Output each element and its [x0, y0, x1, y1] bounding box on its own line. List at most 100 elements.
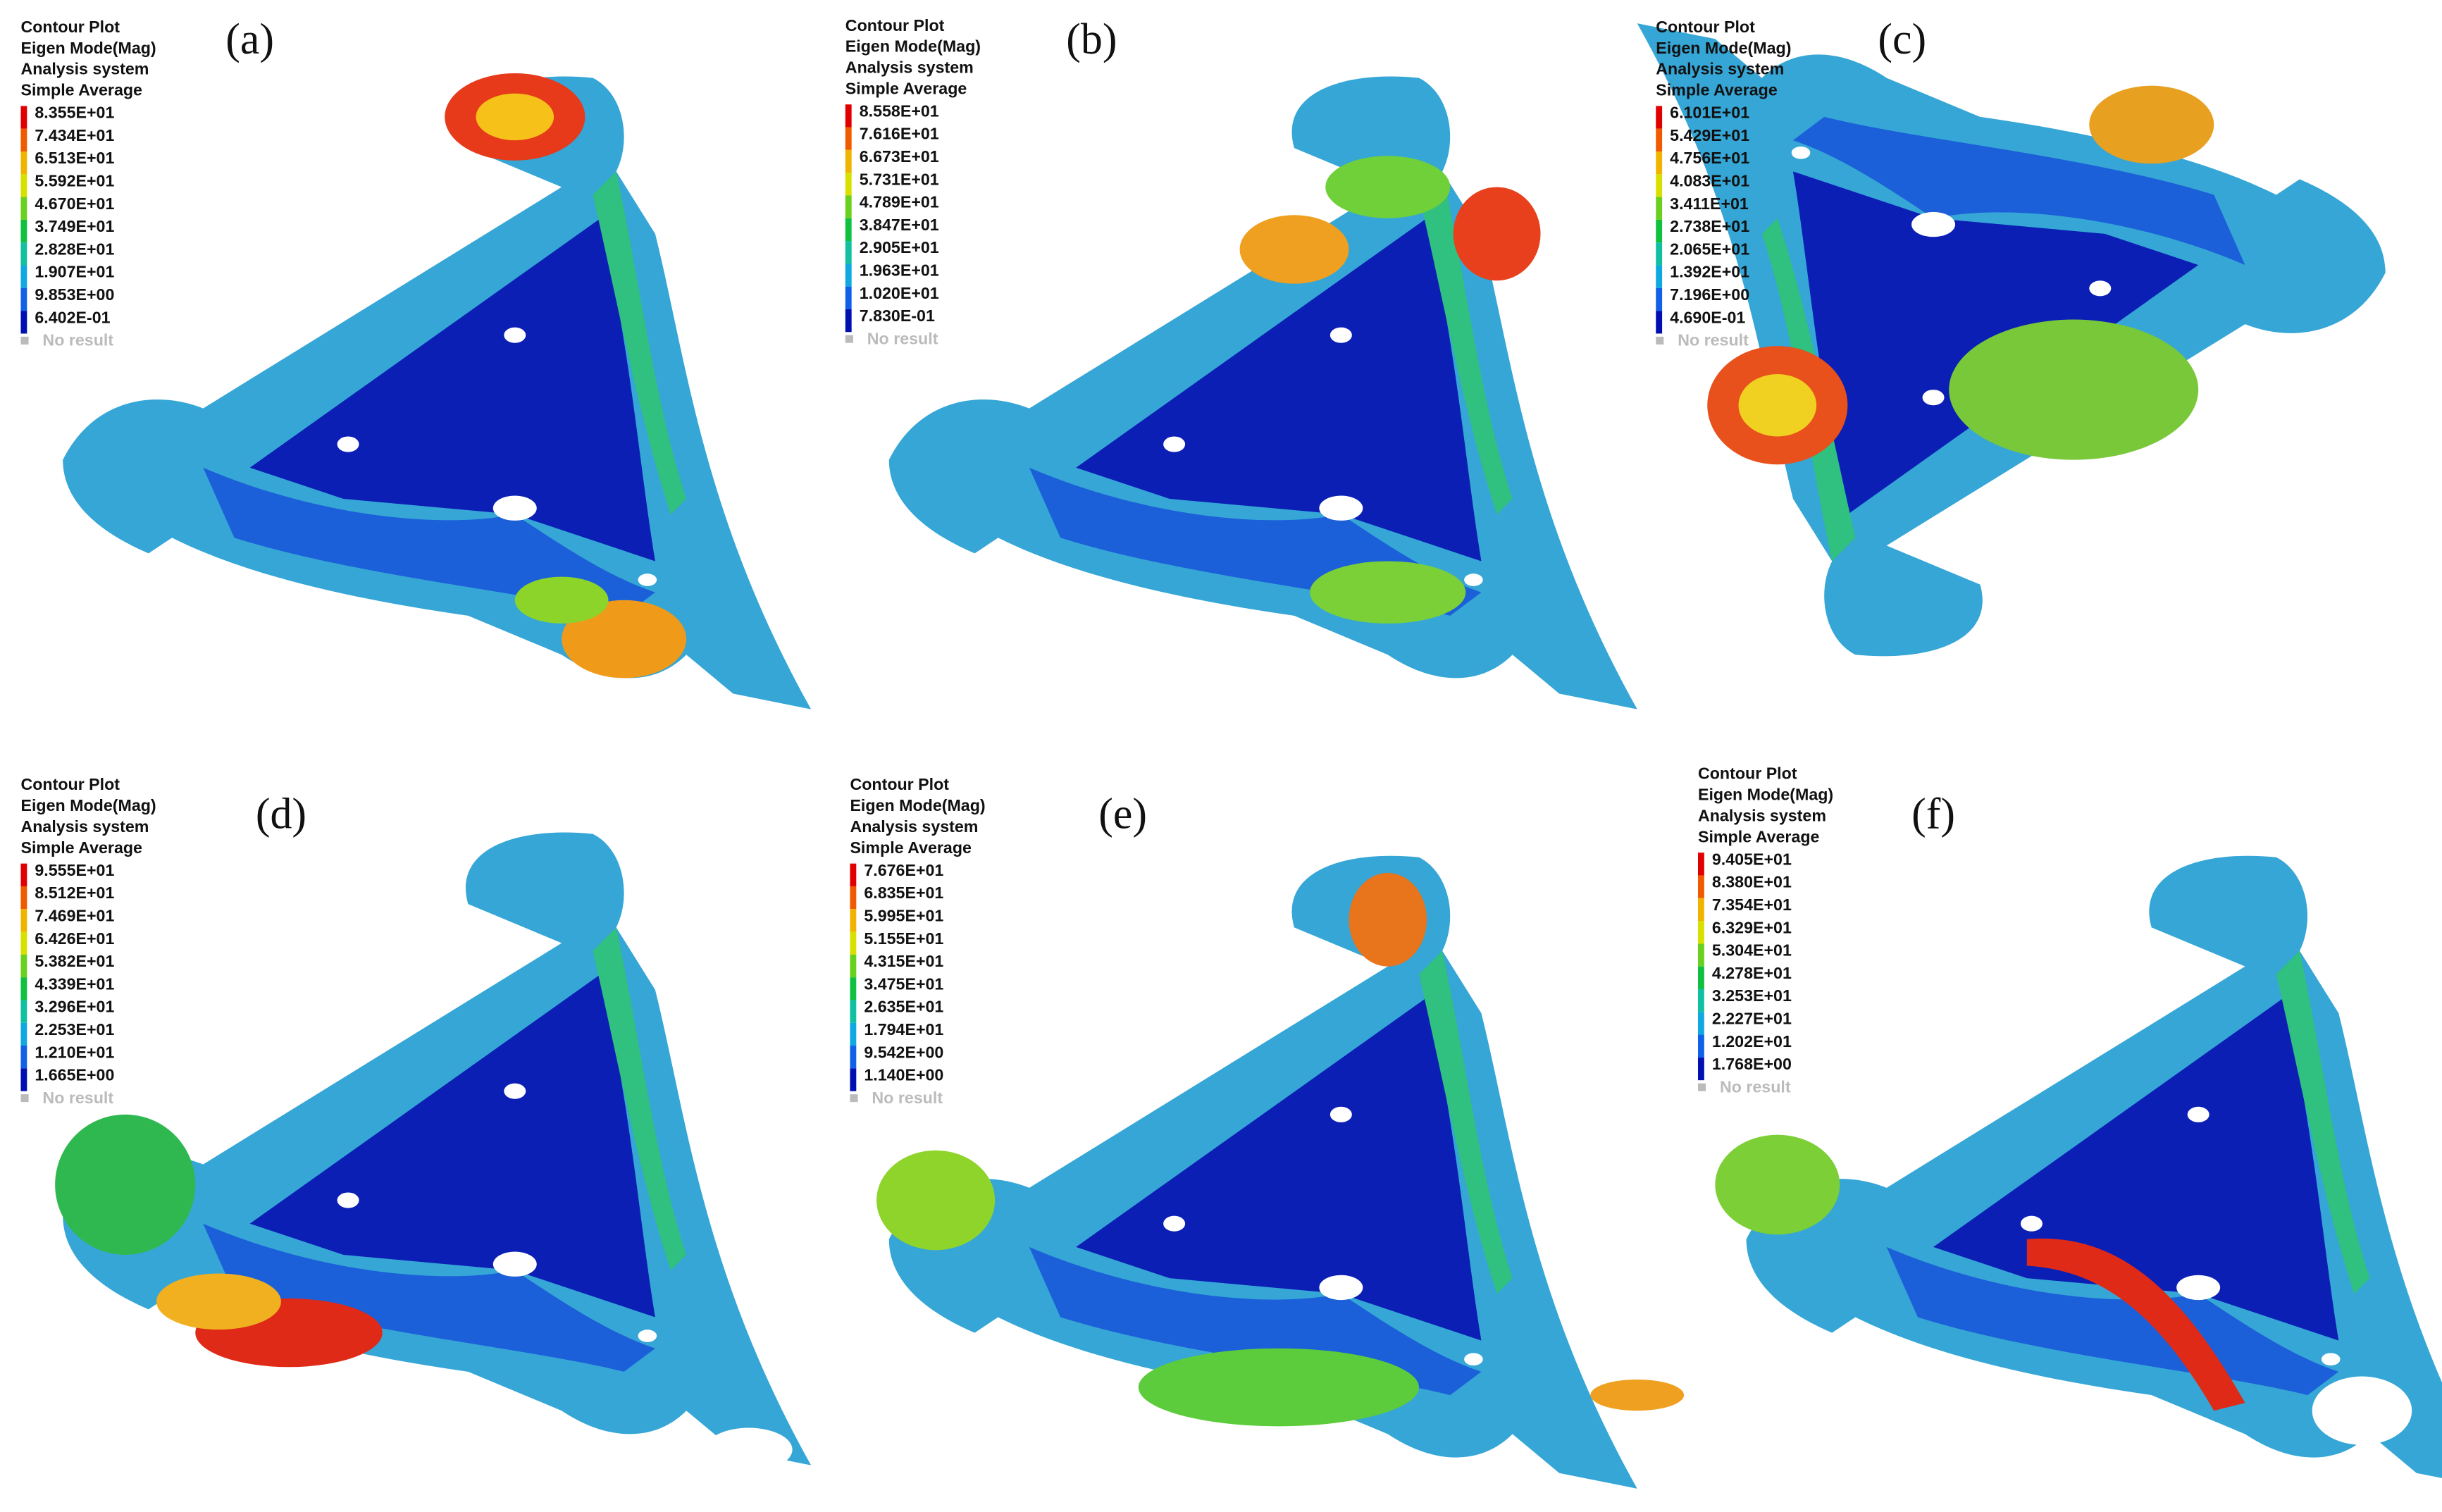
legend-swatch: [20, 242, 27, 266]
legend-title: Simple Average: [20, 838, 142, 857]
legend-swatch: [1656, 287, 1663, 311]
legend-swatch: [20, 909, 27, 932]
legend-value: 4.278E+01: [1712, 964, 1792, 982]
legend-value: 7.434E+01: [35, 126, 114, 144]
legend-swatch: [850, 863, 857, 886]
no-result-swatch: [1656, 336, 1664, 345]
legend-swatch: [20, 106, 27, 129]
legend-value: 2.253E+01: [35, 1020, 114, 1039]
legend-value: 1.963E+01: [860, 261, 939, 280]
legend-title: Contour Plot: [20, 18, 120, 36]
legend-title: Contour Plot: [1656, 18, 1755, 36]
legend-value: 8.558E+01: [860, 101, 939, 120]
legend-swatch: [20, 174, 27, 197]
legend-swatch: [20, 931, 27, 955]
legend-value: 5.155E+01: [864, 929, 943, 948]
legend-swatch: [845, 149, 852, 173]
legend-swatch: [1656, 311, 1663, 334]
legend-value: 1.768E+00: [1712, 1055, 1792, 1073]
legend-title: Analysis system: [1656, 60, 1784, 78]
legend-value: 7.676E+01: [864, 861, 943, 879]
legend-swatch: [20, 311, 27, 334]
legend-value: 8.355E+01: [35, 104, 114, 122]
legend-swatch: [20, 128, 27, 152]
model-c: [1637, 23, 2398, 659]
legend-swatch: [850, 1022, 857, 1046]
panel-label: (c): [1878, 16, 1926, 63]
legend-value: 2.635E+01: [864, 998, 943, 1016]
legend-swatch: [20, 954, 27, 978]
legend-title: Eigen Mode(Mag): [20, 796, 156, 814]
legend-value: 4.670E+01: [35, 194, 114, 213]
legend-swatch: [845, 264, 852, 287]
panel-label: (d): [256, 791, 306, 838]
legend-title: Simple Average: [845, 79, 967, 97]
legend-value: 2.065E+01: [1670, 240, 1749, 258]
panel-label: (e): [1098, 791, 1147, 838]
legend-value: 5.731E+01: [860, 170, 939, 188]
legend-value: 4.339E+01: [35, 974, 114, 993]
legend-value: 3.475E+01: [864, 974, 943, 993]
legend-value: 9.555E+01: [35, 861, 114, 879]
legend-title: Simple Average: [1656, 81, 1778, 99]
legend-swatch: [1656, 151, 1663, 175]
legend-swatch: [845, 173, 852, 196]
legend-value: 1.794E+01: [864, 1020, 943, 1039]
legend-swatch: [1656, 128, 1663, 152]
no-result-swatch: [20, 1094, 29, 1103]
legend-value: 1.020E+01: [860, 284, 939, 302]
legend-title: Eigen Mode(Mag): [1656, 39, 1791, 57]
legend-swatch: [20, 151, 27, 175]
no-result-swatch: [20, 336, 29, 345]
legend-value: 4.083E+01: [1670, 172, 1749, 190]
legend-value: 5.592E+01: [35, 172, 114, 190]
no-result: No result: [42, 1089, 113, 1107]
legend-swatch: [1656, 106, 1663, 129]
legend-value: 6.101E+01: [1670, 104, 1749, 122]
legend-swatch: [850, 1046, 857, 1069]
legend-swatch: [20, 265, 27, 288]
legend-value: 8.512E+01: [35, 884, 114, 902]
legend-value: 1.140E+00: [864, 1066, 943, 1084]
legend-title: Contour Plot: [20, 775, 120, 793]
legend-title: Contour Plot: [845, 16, 945, 35]
no-result: No result: [1678, 331, 1749, 349]
legend-swatch: [1697, 875, 1704, 898]
legend-title: Eigen Mode(Mag): [20, 39, 156, 57]
panel-label: (a): [225, 16, 274, 63]
legend-title: Contour Plot: [1698, 764, 1797, 783]
legend-swatch: [845, 286, 852, 309]
legend-value: 4.756E+01: [1670, 149, 1749, 167]
model-f: [1715, 855, 2442, 1489]
legend-value: 7.830E-01: [860, 306, 935, 325]
legend-title: Analysis system: [1698, 806, 1826, 824]
legend-swatch: [1697, 853, 1704, 876]
legend-value: 6.835E+01: [864, 884, 943, 902]
legend-value: 6.426E+01: [35, 929, 114, 948]
legend-swatch: [20, 1046, 27, 1069]
no-result: No result: [1720, 1077, 1791, 1096]
legend-swatch: [20, 197, 27, 220]
legend-swatch: [845, 241, 852, 264]
legend-swatch: [1656, 265, 1663, 288]
legend-value: 9.853E+00: [35, 285, 114, 304]
legend-value: 3.296E+01: [35, 998, 114, 1016]
legend-swatch: [1697, 966, 1704, 989]
legend-title: Simple Average: [850, 838, 972, 857]
legend-swatch: [1656, 242, 1663, 266]
legend-value: 1.210E+01: [35, 1043, 114, 1061]
legend-swatch: [20, 863, 27, 886]
panel-label: (f): [1911, 791, 1955, 838]
legend-title: Simple Average: [20, 81, 142, 99]
legend-value: 5.429E+01: [1670, 126, 1749, 144]
legend-value: 4.789E+01: [860, 193, 939, 211]
legend-swatch: [850, 1000, 857, 1023]
legend-swatch: [1656, 197, 1663, 220]
legend-value: 2.905E+01: [860, 238, 939, 256]
no-result: No result: [42, 331, 113, 349]
legend-value: 4.690E-01: [1670, 308, 1745, 326]
legend-value: 3.749E+01: [35, 217, 114, 235]
model-d: [55, 832, 812, 1472]
no-result: No result: [867, 329, 938, 347]
